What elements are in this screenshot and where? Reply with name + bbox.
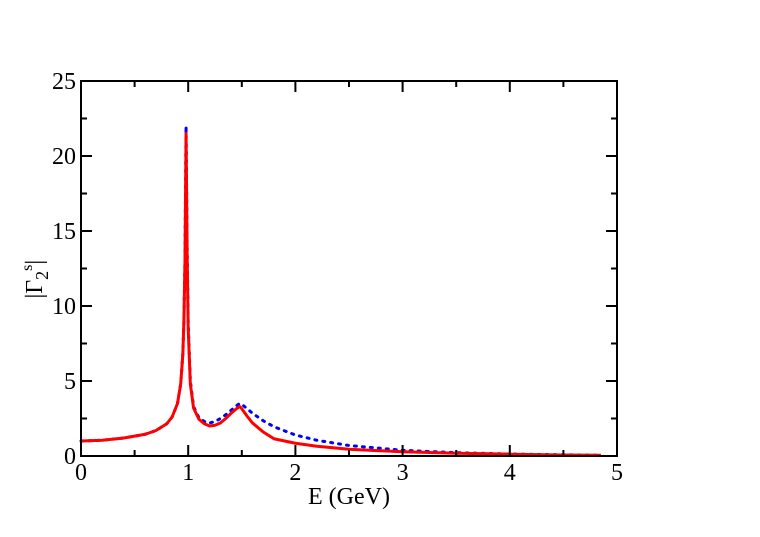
y-axis-title-subscript: 2 — [32, 271, 52, 280]
y-axis-title: |Γ2s| — [19, 260, 52, 299]
y-tick-label: 15 — [52, 219, 76, 245]
series-line-solid-red — [80, 132, 601, 457]
series-line-dotted-blue — [79, 124, 603, 457]
x-tick-label: 0 — [75, 460, 87, 486]
x-tick-label: 4 — [504, 460, 516, 486]
axis-ticks — [80, 80, 618, 457]
y-axis-title-base: |Γ — [22, 280, 48, 299]
x-tick-label: 1 — [182, 460, 194, 486]
x-axis-title: E (GeV) — [308, 484, 390, 510]
y-tick-label: 0 — [64, 444, 76, 470]
y-axis-title-superscript: s — [19, 265, 36, 271]
x-tick-label: 5 — [611, 460, 623, 486]
y-tick-label: 20 — [52, 144, 76, 170]
y-tick-label: 25 — [52, 69, 76, 95]
tick-labels: 0 1 2 3 4 5 0 5 10 15 20 25 — [52, 69, 623, 486]
x-tick-label: 2 — [289, 460, 301, 486]
y-axis-title-close: | — [22, 260, 48, 265]
x-tick-label: 3 — [397, 460, 409, 486]
y-tick-label: 10 — [52, 294, 76, 320]
y-tick-label: 5 — [64, 369, 76, 395]
plot-frame — [80, 80, 618, 457]
plot-area — [79, 124, 603, 457]
